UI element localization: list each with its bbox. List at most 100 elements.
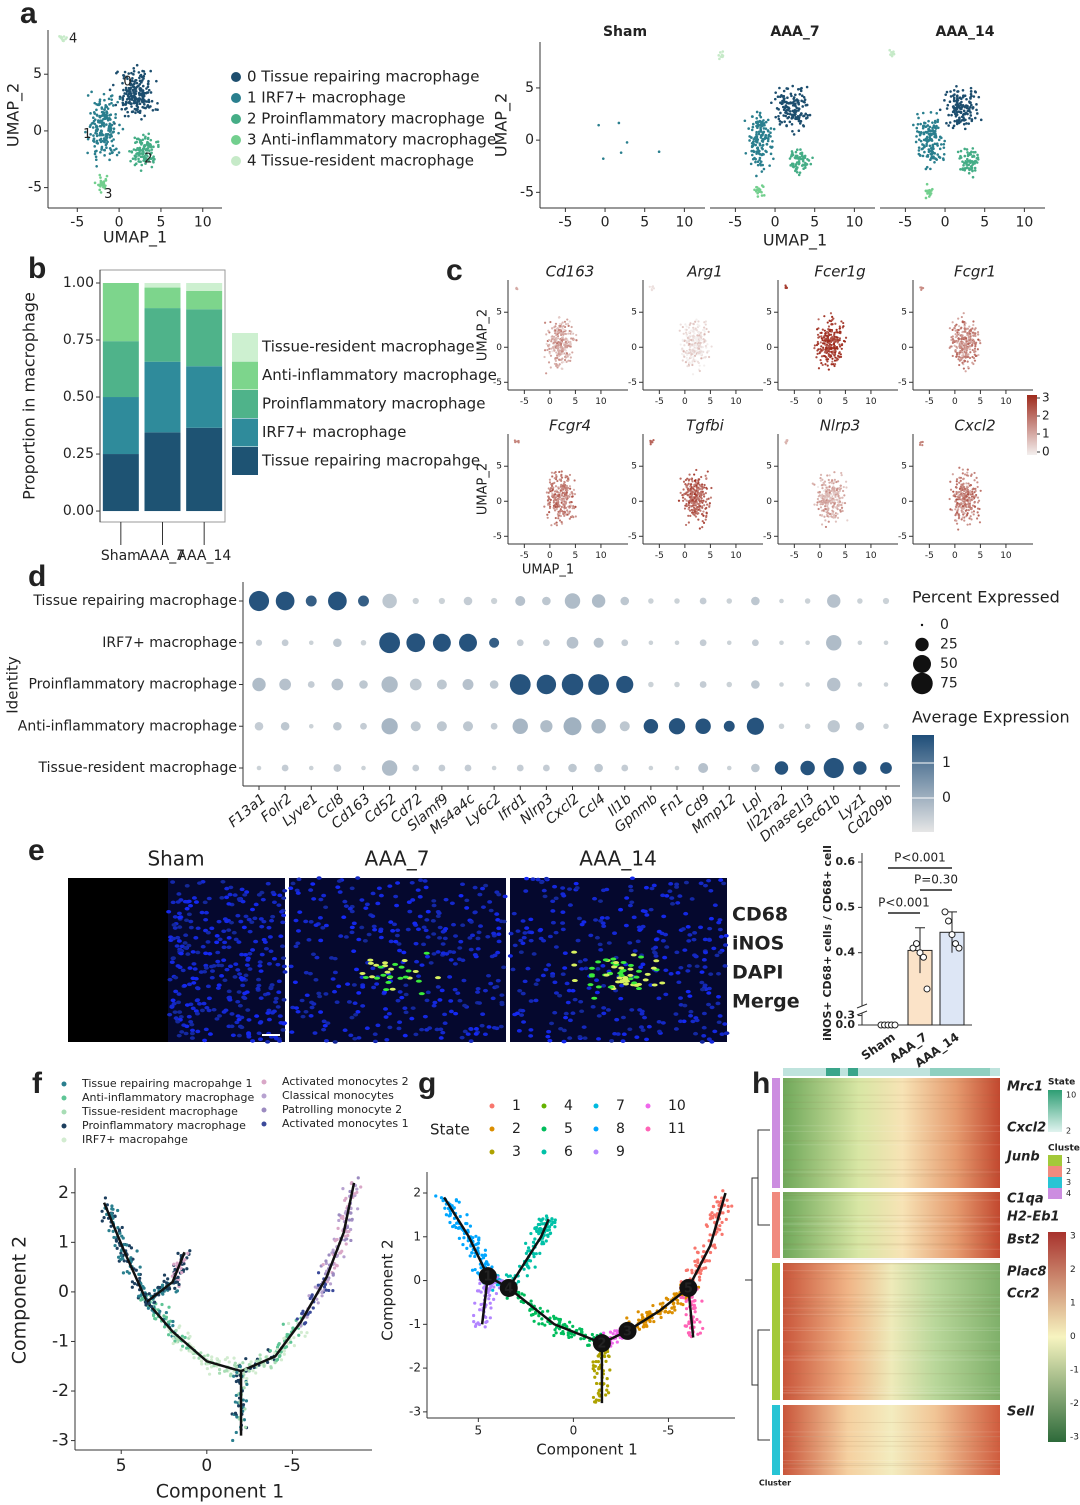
nucleus	[188, 925, 194, 930]
y-tick-label: 5	[901, 308, 907, 318]
cell-dot	[821, 484, 824, 487]
nucleus	[280, 956, 286, 960]
cell-dot	[794, 169, 797, 173]
y-axis-title: UMAP_2	[4, 83, 24, 147]
cell-dot	[942, 158, 945, 162]
dot	[512, 718, 528, 734]
nucleus	[191, 962, 197, 966]
nucleus	[220, 879, 226, 884]
cell-dot	[547, 497, 551, 501]
nucleus	[594, 990, 600, 995]
cell-dot	[651, 285, 655, 288]
nucleus	[375, 1023, 381, 1028]
cell-dot	[823, 335, 826, 338]
cell-dot	[135, 104, 139, 107]
cell-dot	[952, 96, 956, 100]
cd68-signal	[362, 975, 369, 979]
dot	[751, 680, 760, 689]
cell-dot	[975, 112, 979, 115]
cell-dot	[703, 321, 706, 324]
legend-title: Percent Expressed	[912, 588, 1060, 607]
cell-dot	[794, 117, 797, 120]
cell-dot	[762, 119, 765, 122]
cd68-signal	[373, 976, 380, 980]
nucleus	[197, 1002, 203, 1006]
nucleus	[172, 915, 178, 919]
nucleus	[590, 1005, 596, 1009]
nucleus	[677, 894, 683, 898]
heatmap-block	[783, 1405, 1000, 1475]
nucleus	[413, 941, 419, 946]
x-tick-label: 5	[156, 214, 165, 230]
cluster-label: 4	[69, 32, 77, 47]
x-tick-label: 10	[595, 397, 607, 407]
cell-dot	[774, 91, 777, 94]
nucleus	[449, 901, 455, 906]
nucleus	[239, 1015, 245, 1020]
cell-dot	[822, 481, 825, 485]
cell-dot	[953, 119, 957, 123]
cell-dot	[834, 322, 837, 325]
state-colorbar	[1048, 1090, 1062, 1132]
cell-dot	[683, 344, 686, 347]
nucleus	[318, 897, 324, 902]
cell-dot	[796, 166, 799, 169]
cell-dot	[816, 333, 820, 336]
cell-dot	[817, 491, 820, 494]
x-tick-label: 10	[845, 214, 863, 230]
cell-dot	[97, 183, 100, 187]
cell-dot	[921, 111, 925, 115]
cell-dot	[143, 159, 147, 163]
dot	[805, 682, 810, 687]
cell-dot	[135, 155, 138, 158]
cell-dot	[545, 333, 548, 336]
cell-dot	[701, 526, 704, 529]
dot	[695, 718, 711, 734]
nucleus	[318, 938, 324, 943]
nucleus	[715, 1001, 721, 1006]
cd68-signal	[384, 970, 391, 974]
cell-dot	[971, 492, 974, 496]
cell-dot	[966, 468, 969, 471]
nucleus	[346, 1000, 352, 1004]
cell-dot	[558, 519, 562, 522]
cell-dot	[954, 336, 957, 339]
cell-dot	[915, 135, 918, 138]
nucleus	[656, 996, 662, 1001]
cell-dot	[948, 121, 952, 124]
cell-dot	[927, 128, 931, 131]
cell-dot	[98, 133, 102, 137]
cell-dot	[142, 94, 146, 98]
dot	[620, 596, 630, 606]
cell-dot	[949, 95, 953, 98]
nucleus	[522, 979, 528, 984]
cell-dot	[692, 322, 695, 325]
cell-dot	[949, 480, 952, 483]
cell-dot	[962, 109, 966, 113]
cell-dot	[760, 194, 764, 197]
nucleus	[216, 1014, 222, 1018]
cell-dot	[971, 331, 974, 334]
cell-dot	[975, 517, 979, 520]
cell-dot	[969, 345, 972, 348]
cell-dot	[950, 113, 953, 117]
cell-dot	[743, 119, 747, 123]
nucleus	[176, 911, 182, 916]
nucleus	[714, 953, 720, 958]
nucleus	[539, 880, 545, 885]
cell-dot	[979, 342, 982, 345]
nucleus	[520, 991, 526, 996]
cell-dot	[945, 90, 949, 94]
nucleus	[578, 999, 584, 1004]
cell-dot	[130, 105, 133, 108]
dot	[360, 639, 367, 646]
cell-dot	[777, 108, 780, 111]
nucleus	[458, 893, 464, 898]
nucleus	[395, 881, 401, 885]
cell-dot	[556, 479, 559, 483]
y-tick-label: 5	[33, 66, 42, 82]
cell-dot	[827, 368, 830, 371]
cell-dot	[684, 478, 688, 482]
nucleus	[275, 962, 281, 967]
cell-dot	[557, 344, 560, 347]
